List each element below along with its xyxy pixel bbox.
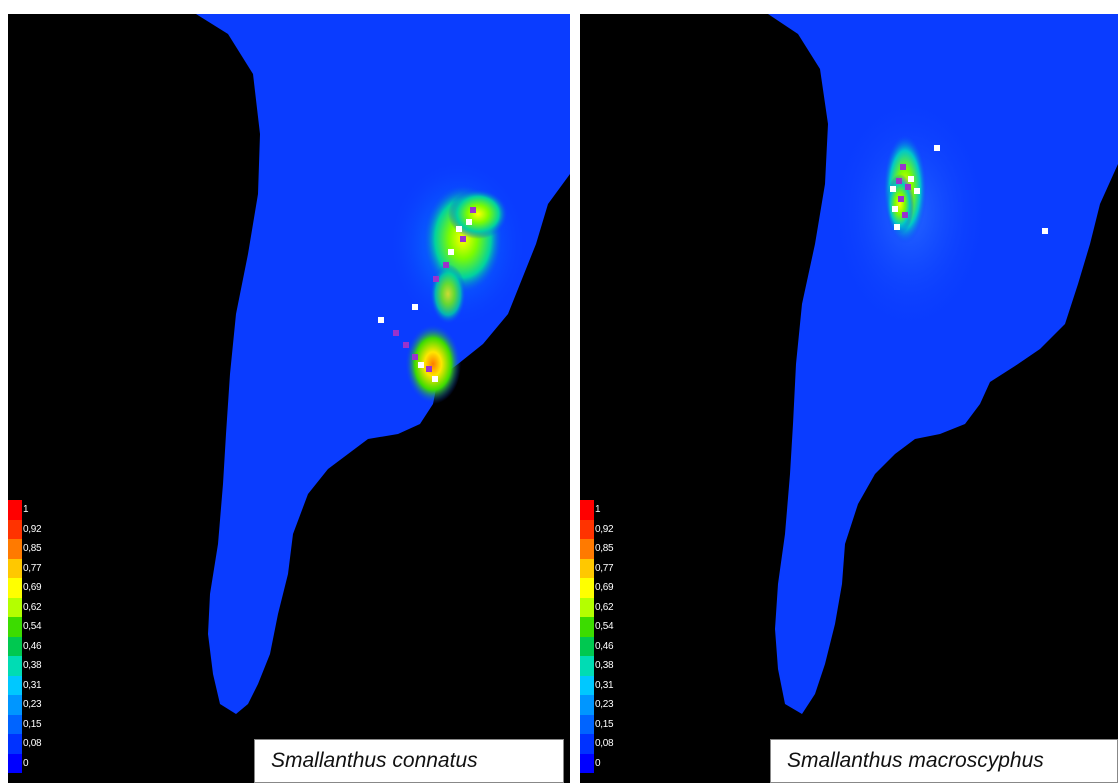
legend-label: 0,15 <box>23 718 42 730</box>
legend-label: 0,23 <box>23 699 42 711</box>
legend-row: 0 <box>8 753 68 773</box>
legend-label: 0 <box>23 757 29 769</box>
legend-swatch <box>8 734 22 754</box>
legend-label: 0,08 <box>595 738 614 750</box>
legend-swatch <box>580 558 594 578</box>
legend-swatch <box>580 519 594 539</box>
legend-row: 0,69 <box>8 578 68 598</box>
legend-label: 0,31 <box>595 679 614 691</box>
legend-row: 1 <box>580 500 640 520</box>
legend-swatch <box>580 656 594 676</box>
legend-swatch <box>580 539 594 559</box>
legend-swatch <box>580 636 594 656</box>
legend-row: 0,31 <box>580 675 640 695</box>
legend-row: 0,38 <box>8 656 68 676</box>
map-panel-right: 1 0,92 0,85 0,77 0,69 0,62 0,54 0,46 0,38 0,31 0,2… <box>580 14 1118 783</box>
landmass <box>196 14 570 714</box>
legend-swatch <box>580 734 594 754</box>
legend-row: 0,85 <box>580 539 640 559</box>
legend-swatch <box>580 695 594 715</box>
suitability-map-connatus <box>196 14 570 714</box>
legend-swatch <box>8 695 22 715</box>
suitability-map-macroscyphus <box>768 14 1118 714</box>
legend-label: 0,46 <box>23 640 42 652</box>
legend-swatch <box>580 578 594 598</box>
legend-label: 0,92 <box>595 523 614 535</box>
legend: 1 0,92 0,85 0,77 0,69 0,62 0,54 0,46 0,38 0,31 0,2… <box>580 500 640 773</box>
legend-swatch <box>8 597 22 617</box>
legend-label: 0,77 <box>595 562 614 574</box>
legend-label: 0 <box>595 757 601 769</box>
legend-row: 0,62 <box>580 597 640 617</box>
legend-row: 0,85 <box>8 539 68 559</box>
legend-swatch <box>8 714 22 734</box>
legend-swatch <box>8 617 22 637</box>
legend-row: 0,77 <box>580 558 640 578</box>
species-label: Smallanthus macroscyphus <box>770 739 1118 783</box>
legend-label: 0,69 <box>595 582 614 594</box>
legend-label: 0,15 <box>595 718 614 730</box>
legend-label: 0,77 <box>23 562 42 574</box>
legend-row: 0,31 <box>8 675 68 695</box>
legend-swatch <box>8 753 22 773</box>
legend-swatch <box>8 578 22 598</box>
legend-swatch <box>8 539 22 559</box>
legend-label: 0,08 <box>23 738 42 750</box>
legend-row: 0,08 <box>580 734 640 754</box>
legend-row: 1 <box>8 500 68 520</box>
legend-swatch <box>8 656 22 676</box>
legend-label: 0,46 <box>595 640 614 652</box>
legend-label: 0,85 <box>595 543 614 555</box>
legend-row: 0 <box>580 753 640 773</box>
legend-label: 0,38 <box>23 660 42 672</box>
legend-row: 0,23 <box>8 695 68 715</box>
legend-label: 1 <box>595 504 601 516</box>
map-panel-left: 1 0,92 0,85 0,77 0,69 0,62 0,54 0,46 0,38 0,31 0,2… <box>8 14 570 783</box>
occurrence-points <box>890 145 1048 234</box>
occurrence-points <box>378 207 476 382</box>
legend-swatch <box>8 636 22 656</box>
legend-row: 0,08 <box>8 734 68 754</box>
legend-row: 0,92 <box>580 519 640 539</box>
species-label: Smallanthus connatus <box>254 739 564 783</box>
legend-swatch <box>8 675 22 695</box>
legend-row: 0,69 <box>580 578 640 598</box>
legend-label: 0,92 <box>23 523 42 535</box>
legend-swatch <box>580 714 594 734</box>
legend-swatch <box>8 558 22 578</box>
legend-label: 1 <box>23 504 29 516</box>
legend-label: 0,54 <box>595 621 614 633</box>
legend-row: 0,38 <box>580 656 640 676</box>
legend-row: 0,62 <box>8 597 68 617</box>
legend-swatch <box>580 675 594 695</box>
legend-row: 0,54 <box>8 617 68 637</box>
legend-label: 0,31 <box>23 679 42 691</box>
legend-row: 0,46 <box>580 636 640 656</box>
legend-row: 0,46 <box>8 636 68 656</box>
legend-swatch <box>580 753 594 773</box>
legend-label: 0,62 <box>595 601 614 613</box>
legend-row: 0,15 <box>580 714 640 734</box>
legend-swatch <box>580 500 594 520</box>
legend-label: 0,54 <box>23 621 42 633</box>
legend-label: 0,62 <box>23 601 42 613</box>
legend-label: 0,85 <box>23 543 42 555</box>
legend-row: 0,92 <box>8 519 68 539</box>
legend-label: 0,23 <box>595 699 614 711</box>
legend-label: 0,38 <box>595 660 614 672</box>
legend-row: 0,77 <box>8 558 68 578</box>
legend-label: 0,69 <box>23 582 42 594</box>
legend-swatch <box>8 519 22 539</box>
legend-swatch <box>8 500 22 520</box>
legend-swatch <box>580 617 594 637</box>
legend-row: 0,54 <box>580 617 640 637</box>
legend-row: 0,23 <box>580 695 640 715</box>
legend: 1 0,92 0,85 0,77 0,69 0,62 0,54 0,46 0,38 0,31 0,2… <box>8 500 68 773</box>
legend-swatch <box>580 597 594 617</box>
legend-row: 0,15 <box>8 714 68 734</box>
